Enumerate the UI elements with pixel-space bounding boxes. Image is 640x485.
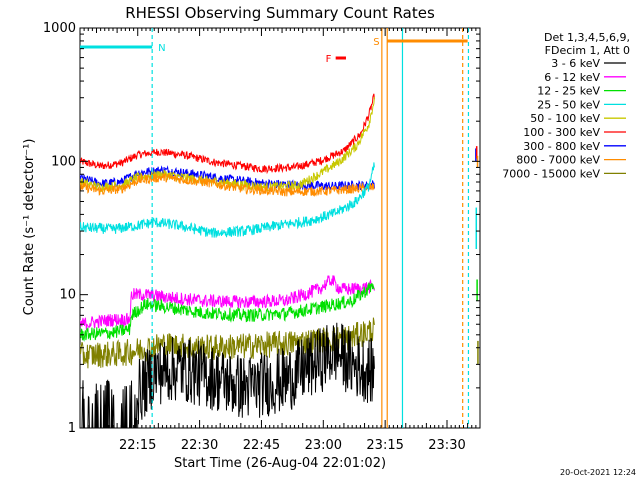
x-tick-label: 22:45 [243,438,280,453]
series-line-4 [80,162,375,238]
series-line-8 [80,322,375,428]
series-line-0 [80,93,375,175]
data-layer [80,28,479,428]
series-line-5 [80,275,375,330]
legend-label-3: 25 - 50 keV [537,98,600,111]
legend-label-6: 300 - 800 keV [523,140,600,153]
legend-label-2: 12 - 25 keV [537,85,600,98]
legend-label-8: 7000 - 15000 keV [502,167,600,180]
y-axis-label: Count Rate (s⁻¹ detector⁻¹) [22,139,37,316]
footer-timestamp: 20-Oct-2021 12:24 [560,468,636,477]
y-tick-label: 10 [59,288,76,303]
x-tick-label: 23:30 [428,438,465,453]
x-axis-label: Start Time (26-Aug-04 22:01:02) [174,456,386,471]
x-tick-label: 23:00 [305,438,342,453]
legend-label-1: 6 - 12 keV [544,71,600,84]
y-tick-label: 1 [68,421,76,436]
x-tick-label: 22:30 [181,438,218,453]
series-line-7 [80,317,375,369]
flag-label-f: F [326,54,332,65]
y-tick-label: 1000 [43,21,76,36]
plot-area: N S F 1 10 100 1000 22:15 22:30 22:45 23:00 23:15 23… [43,21,481,453]
x-tick-label: 23:15 [366,438,403,453]
legend-label-7: 800 - 7000 keV [516,154,600,167]
series-line-3 [80,173,375,197]
y-tick-label: 100 [51,154,76,169]
legend-label-0: 3 - 6 keV [551,57,600,70]
flag-label-s: S [373,37,379,48]
x-tick-label: 22:15 [119,438,156,453]
legend-label-5: 100 - 300 keV [523,126,600,139]
flag-label-n: N [158,43,165,54]
series-line-2 [80,96,375,193]
legend-label-4: 50 - 100 keV [530,112,600,125]
detector-header: Det 1,3,4,5,6,9, [544,31,630,44]
decimation-header: FDecim 1, Att 0 [545,44,630,57]
chart-title: RHESSI Observing Summary Count Rates [125,4,435,22]
series-line-6 [80,282,375,342]
